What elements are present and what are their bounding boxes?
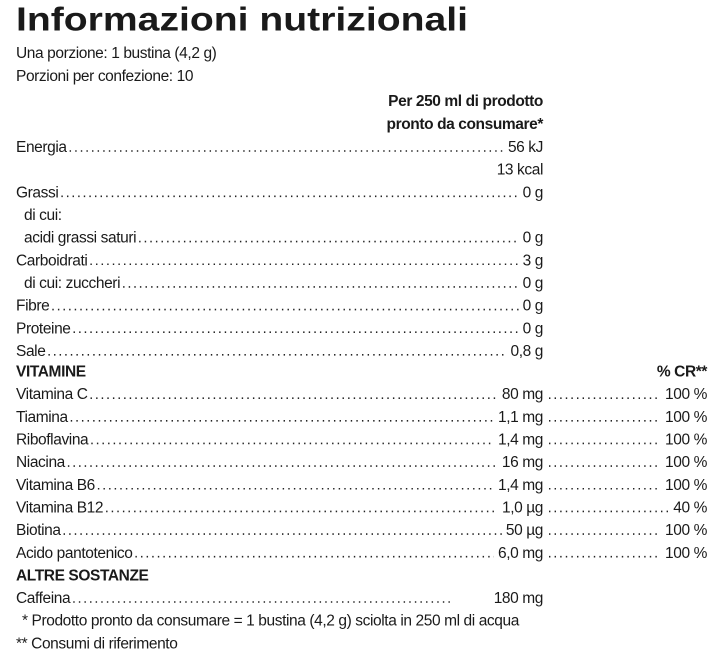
row-cr: 100 % bbox=[665, 545, 708, 562]
row-label: Vitamina B6 bbox=[16, 477, 95, 494]
footnote: ** Consumi di riferimento bbox=[16, 635, 177, 652]
section-heading: ALTRE SOSTANZE bbox=[16, 567, 149, 584]
row-label: Acido pantotenico bbox=[16, 545, 132, 562]
row-cr: 100 % bbox=[665, 386, 708, 403]
row-label: Vitamina B12 bbox=[16, 499, 103, 516]
row-label: Riboflavina bbox=[16, 432, 89, 449]
row-value: 0 g bbox=[523, 275, 543, 292]
column-header: pronto da consumare* bbox=[387, 116, 545, 133]
row-value: 50 µg bbox=[506, 522, 543, 539]
row-label: di cui: zuccheri bbox=[24, 275, 120, 292]
row-label: acidi grassi saturi bbox=[24, 230, 136, 247]
row-cr: 100 % bbox=[665, 522, 708, 539]
row-label: Vitamina C bbox=[16, 386, 88, 403]
row-label: Proteine bbox=[16, 320, 71, 337]
row-value: 16 mg bbox=[502, 454, 543, 471]
row-value: 13 kcal bbox=[497, 162, 543, 179]
row-value: 1,4 mg bbox=[498, 432, 543, 449]
row-label: Sale bbox=[16, 343, 45, 360]
row-label: Fibre bbox=[16, 298, 49, 315]
row-value: 0 g bbox=[523, 298, 543, 315]
row-label: Caffeina bbox=[16, 590, 71, 607]
row-label: Niacina bbox=[16, 454, 66, 471]
row-cr: 40 % bbox=[673, 499, 707, 516]
row-label: Tiamina bbox=[16, 409, 69, 426]
cr-header: % CR** bbox=[657, 364, 709, 381]
row-value: 1,0 µg bbox=[502, 499, 543, 516]
footnote: * Prodotto pronto da consumare = 1 busti… bbox=[22, 613, 520, 630]
column-header: Per 250 ml di prodotto bbox=[388, 93, 543, 110]
sub-heading: di cui: bbox=[24, 207, 62, 224]
row-value: 0 g bbox=[523, 320, 543, 337]
serving: Una porzione: 1 bustina (4,2 g) bbox=[16, 45, 217, 62]
title: Informazioni nutrizionali bbox=[16, 1, 468, 38]
row-value: 6,0 mg bbox=[498, 545, 543, 562]
row-value: 56 kJ bbox=[508, 139, 543, 156]
row-value: 0 g bbox=[523, 230, 543, 247]
row-value: 180 mg bbox=[494, 590, 543, 607]
row-cr: 100 % bbox=[665, 454, 708, 471]
serving: Porzioni per confezione: 10 bbox=[16, 68, 194, 85]
row-value: 0,8 g bbox=[511, 343, 543, 360]
row-value: 0 g bbox=[523, 184, 543, 201]
row-label: Carboidrati bbox=[16, 252, 87, 269]
row-label: Energia bbox=[16, 139, 67, 156]
row-cr: 100 % bbox=[665, 432, 708, 449]
row-cr: 100 % bbox=[665, 409, 708, 426]
row-value: 1,4 mg bbox=[498, 477, 543, 494]
row-cr: 100 % bbox=[665, 477, 708, 494]
row-label: Biotina bbox=[16, 522, 61, 539]
row-value: 3 g bbox=[523, 252, 543, 269]
section-heading: VITAMINE bbox=[16, 364, 86, 381]
row-label: Grassi bbox=[16, 184, 58, 201]
row-value: 80 mg bbox=[502, 386, 543, 403]
row-value: 1,1 mg bbox=[498, 409, 543, 426]
